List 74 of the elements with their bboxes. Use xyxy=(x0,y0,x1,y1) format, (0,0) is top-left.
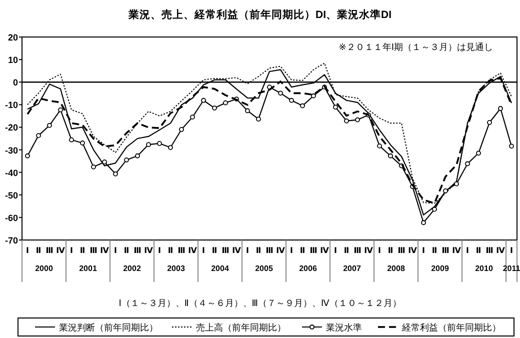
y-tick-label: -70 xyxy=(4,236,18,246)
x-tick-label: Ⅱ xyxy=(36,246,42,255)
x-tick-label: Ⅳ xyxy=(144,246,154,255)
x-tick-label: Ⅳ xyxy=(320,246,330,255)
x-tick-label: Ⅱ xyxy=(432,246,438,255)
x-tick-label: Ⅰ xyxy=(378,246,382,255)
text: 2009 xyxy=(431,264,450,273)
x-tick-label: Ⅱ xyxy=(212,246,218,255)
y-tick-label: 10 xyxy=(8,55,18,66)
x-tick-label: Ⅰ xyxy=(158,246,162,255)
x-tick-label: Ⅲ xyxy=(398,246,406,255)
text: 2005 xyxy=(255,264,274,273)
text: 2008 xyxy=(387,264,406,273)
x-tick-label: Ⅲ xyxy=(310,246,318,255)
x-tick-label: Ⅰ xyxy=(510,246,514,255)
x-tick-label: Ⅰ xyxy=(334,246,338,255)
x-tick-label: Ⅲ xyxy=(134,246,142,255)
legend-label: 業況判断（前年同期比） xyxy=(59,322,158,332)
x-tick-label: Ⅳ xyxy=(188,246,198,255)
text: 2004 xyxy=(211,264,230,273)
x-tick-label: Ⅳ xyxy=(364,246,374,255)
x-tick-label: Ⅰ xyxy=(290,246,294,255)
x-tick-label: Ⅲ xyxy=(442,246,450,255)
y-tick-label: 0 xyxy=(12,78,18,88)
text: 2002 xyxy=(123,264,142,273)
x-tick-label: Ⅱ xyxy=(80,246,86,255)
x-tick-label: Ⅱ xyxy=(344,246,350,255)
legend-label: 売上高（前年同期比） xyxy=(196,322,286,332)
x-tick-label: Ⅲ xyxy=(354,246,362,255)
x-tick-label: Ⅲ xyxy=(266,246,274,255)
y-tick-label: 20 xyxy=(8,32,18,42)
x-tick-label: Ⅳ xyxy=(100,246,110,255)
y-tick-label: -10 xyxy=(4,100,18,110)
y-tick-label: -30 xyxy=(4,145,18,156)
text: 2006 xyxy=(299,264,318,273)
annotation: ※２０１１年Ⅰ期（１～３月）は見通し xyxy=(338,42,493,52)
text: 2007 xyxy=(343,264,362,273)
x-tick-label: Ⅳ xyxy=(276,246,286,255)
x-tick-label: Ⅳ xyxy=(408,246,418,255)
text: 2003 xyxy=(167,264,186,273)
text: Ⅰ（１～３月）、Ⅱ（４～６月）、Ⅲ（７～９月）、Ⅳ（１０～１２月） xyxy=(118,298,402,308)
text: 2010 xyxy=(475,264,494,273)
x-tick-label: Ⅲ xyxy=(178,246,186,255)
text: 2011 xyxy=(502,264,520,273)
x-tick-label: Ⅰ xyxy=(202,246,206,255)
x-tick-label: Ⅳ xyxy=(496,246,506,255)
x-tick-label: Ⅲ xyxy=(486,246,494,255)
y-tick-label: -50 xyxy=(4,190,18,200)
x-tick-label: Ⅱ xyxy=(256,246,262,255)
y-tick-label: -40 xyxy=(4,168,18,178)
x-tick-label: Ⅳ xyxy=(452,246,462,255)
legend-label: 経常利益（前年同期比） xyxy=(401,322,501,332)
x-tick-label: Ⅰ xyxy=(466,246,470,255)
x-tick-label: Ⅰ xyxy=(422,246,426,255)
y-tick-label: -20 xyxy=(4,122,18,133)
y-tick-label: -60 xyxy=(4,212,18,223)
x-tick-label: Ⅰ xyxy=(246,246,250,255)
chart-title: 業況、売上、経常利益（前年同期比）DI、業況水準DI xyxy=(128,8,392,21)
x-tick-label: Ⅱ xyxy=(168,246,174,255)
x-tick-label: Ⅱ xyxy=(476,246,482,255)
x-tick-label: Ⅰ xyxy=(70,246,74,255)
text: 2001 xyxy=(79,264,98,273)
x-tick-label: Ⅱ xyxy=(300,246,306,255)
legend-label: 業況水準 xyxy=(326,322,362,332)
x-tick-label: Ⅰ xyxy=(26,246,30,255)
x-tick-label: Ⅲ xyxy=(46,246,54,255)
x-tick-label: Ⅱ xyxy=(388,246,394,255)
x-tick-label: Ⅳ xyxy=(56,246,66,255)
x-tick-label: Ⅲ xyxy=(90,246,98,255)
text: 2000 xyxy=(35,264,54,273)
x-tick-label: Ⅱ xyxy=(124,246,130,255)
x-tick-label: Ⅰ xyxy=(114,246,118,255)
x-tick-label: Ⅳ xyxy=(232,246,242,255)
x-tick-label: Ⅲ xyxy=(222,246,230,255)
